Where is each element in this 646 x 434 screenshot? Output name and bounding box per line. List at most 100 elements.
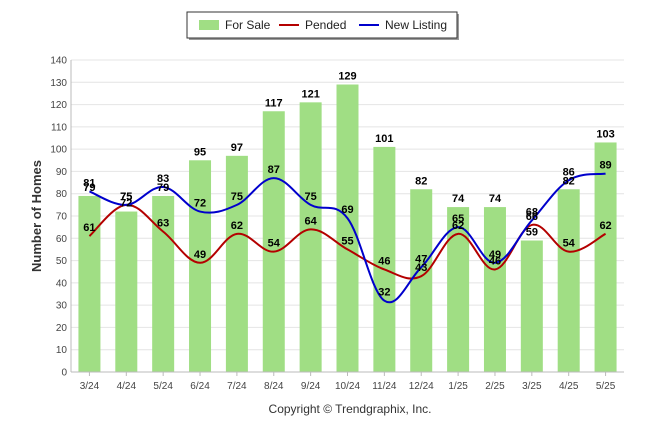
label-new-listing-3/25: 68: [526, 206, 538, 218]
label-for-sale-5/25: 103: [596, 128, 614, 140]
bar-for-sale-12/24: [410, 189, 433, 372]
y-tick-40: 40: [56, 278, 68, 289]
x-tick-5/24: 5/24: [153, 381, 173, 392]
legend-item-new-listing[interactable]: New Listing: [359, 18, 447, 32]
label-pended-6/24: 49: [194, 249, 206, 261]
label-pended-11/24: 46: [378, 255, 390, 267]
x-tick-7/24: 7/24: [227, 381, 247, 392]
bar-for-sale-7/24: [225, 155, 248, 372]
label-pended-2/25: 46: [489, 255, 501, 267]
label-pended-3/24: 61: [83, 222, 95, 234]
y-tick-110: 110: [51, 122, 67, 133]
x-tick-10/24: 10/24: [335, 381, 360, 392]
label-for-sale-7/24: 97: [231, 142, 243, 154]
x-tick-4/24: 4/24: [117, 381, 137, 392]
label-pended-1/25: 62: [452, 220, 464, 232]
legend-box: [186, 11, 458, 39]
y-axis-label: Number of Homes: [29, 160, 44, 272]
x-tick-9/24: 9/24: [301, 381, 321, 392]
y-tick-90: 90: [56, 167, 68, 178]
label-pended-5/25: 62: [599, 220, 611, 232]
label-pended-7/24: 62: [231, 220, 243, 232]
bar-for-sale-3/25: [520, 240, 543, 372]
label-pended-4/24: 75: [120, 191, 132, 203]
label-new-listing-7/24: 75: [231, 191, 243, 203]
bar-for-sale-11/24: [373, 146, 396, 372]
y-tick-80: 80: [56, 189, 68, 200]
legend-item-pended[interactable]: Pended: [279, 18, 346, 32]
label-for-sale-10/24: 129: [338, 71, 356, 83]
label-for-sale-5/24: 79: [157, 182, 169, 194]
label-pended-4/25: 54: [563, 238, 576, 250]
bar-for-sale-1/25: [447, 207, 470, 372]
legend[interactable]: For Sale Pended New Listing: [186, 11, 459, 40]
label-new-listing-3/24: 81: [83, 177, 95, 189]
label-for-sale-9/24: 121: [301, 88, 319, 100]
label-for-sale-12/24: 82: [415, 175, 427, 187]
x-tick-1/25: 1/25: [448, 381, 468, 392]
x-tick-3/24: 3/24: [80, 381, 100, 392]
label-new-listing-4/24: 75: [120, 191, 132, 203]
bar-for-sale-9/24: [299, 102, 322, 372]
label-pended-8/24: 54: [268, 238, 281, 250]
bar-for-sale-4/25: [557, 189, 580, 372]
bar-for-sale-4/24: [115, 211, 138, 372]
data-labels: 79 72 79 95 97 117 121 129 101 82 74 74 59 82 103 61 75 6…: [83, 71, 614, 299]
label-pended-9/24: 64: [305, 215, 318, 227]
label-new-listing-4/25: 86: [563, 166, 575, 178]
label-new-listing-9/24: 75: [305, 191, 317, 203]
y-tick-130: 130: [50, 78, 67, 89]
x-tick-6/24: 6/24: [190, 381, 210, 392]
x-tick-2/25: 2/25: [485, 381, 505, 392]
label-for-sale-4/25: 82: [563, 175, 575, 187]
label-new-listing-12/24: 47: [415, 253, 427, 265]
legend-label-for-sale: For Sale: [225, 18, 271, 32]
x-tick-11/24: 11/24: [372, 381, 397, 392]
label-for-sale-1/25: 74: [452, 193, 465, 205]
label-for-sale-8/24: 117: [265, 97, 283, 109]
label-new-listing-10/24: 69: [341, 204, 353, 216]
axes: 0 10 20 30 40 50 60 70 80 90 100 110 120 130 140 3/24 4/…: [50, 56, 624, 392]
x-tick-5/25: 5/25: [596, 381, 616, 392]
y-tick-60: 60: [56, 234, 68, 245]
label-new-listing-2/25: 49: [489, 249, 501, 261]
bar-for-sale-6/24: [189, 160, 212, 372]
lines: [88, 172, 607, 304]
x-tick-8/24: 8/24: [264, 381, 284, 392]
line-new-listing: [89, 172, 606, 304]
label-for-sale-6/24: 95: [194, 146, 206, 158]
bar-for-sale-8/24: [262, 111, 285, 372]
legend-item-for-sale[interactable]: For Sale: [199, 18, 271, 32]
label-pended-3/25: 66: [526, 211, 538, 223]
label-new-listing-6/24: 72: [194, 198, 206, 210]
copyright-credit: Copyright © Trendgraphix, Inc.: [269, 402, 432, 416]
y-tick-100: 100: [50, 145, 67, 156]
bar-for-sale-5/24: [152, 195, 175, 372]
label-new-listing-11/24: 32: [378, 287, 390, 299]
label-new-listing-5/25: 89: [599, 160, 611, 172]
bar-for-sale-3/24: [78, 195, 101, 372]
label-for-sale-4/24: 72: [120, 198, 132, 210]
y-tick-140: 140: [50, 56, 67, 67]
label-pended-12/24: 43: [415, 262, 427, 274]
x-tick-3/25: 3/25: [522, 381, 542, 392]
bar-for-sale-5/25: [594, 142, 617, 372]
bar-for-sale-10/24: [336, 84, 359, 372]
legend-swatch-for-sale: [199, 20, 219, 30]
legend-label-new-listing: New Listing: [385, 18, 447, 32]
legend-label-pended: Pended: [305, 18, 346, 32]
label-pended-5/24: 63: [157, 218, 169, 230]
x-tick-4/25: 4/25: [559, 381, 579, 392]
y-tick-120: 120: [50, 100, 67, 111]
label-pended-10/24: 55: [341, 235, 353, 247]
x-tick-12/24: 12/24: [409, 381, 434, 392]
y-tick-30: 30: [56, 301, 68, 312]
label-for-sale-3/24: 79: [83, 182, 95, 194]
y-tick-20: 20: [56, 323, 68, 334]
y-tick-70: 70: [56, 212, 68, 223]
bar-for-sale-2/25: [483, 207, 506, 372]
bars-for-sale: [78, 84, 617, 372]
y-tick-10: 10: [56, 345, 68, 356]
label-for-sale-3/25: 59: [526, 227, 538, 239]
